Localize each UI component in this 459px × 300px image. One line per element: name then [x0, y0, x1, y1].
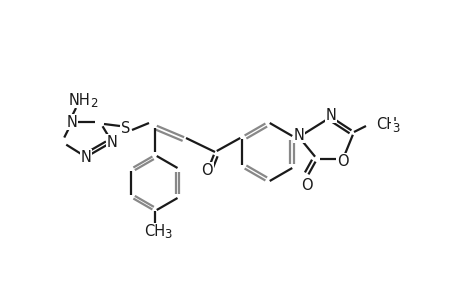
- Text: N: N: [293, 128, 304, 142]
- Text: 3: 3: [164, 227, 171, 241]
- Text: N: N: [106, 134, 117, 149]
- Text: S: S: [121, 121, 130, 136]
- Text: O: O: [336, 154, 348, 169]
- Text: N: N: [325, 107, 336, 122]
- Text: 3: 3: [391, 122, 398, 134]
- Text: O: O: [201, 163, 213, 178]
- Text: CH: CH: [375, 116, 396, 131]
- Text: 2: 2: [90, 97, 98, 110]
- Text: O: O: [301, 178, 312, 193]
- Text: CH: CH: [144, 224, 165, 238]
- Text: N: N: [67, 115, 77, 130]
- Text: N: N: [80, 149, 91, 164]
- Text: NH: NH: [69, 92, 91, 107]
